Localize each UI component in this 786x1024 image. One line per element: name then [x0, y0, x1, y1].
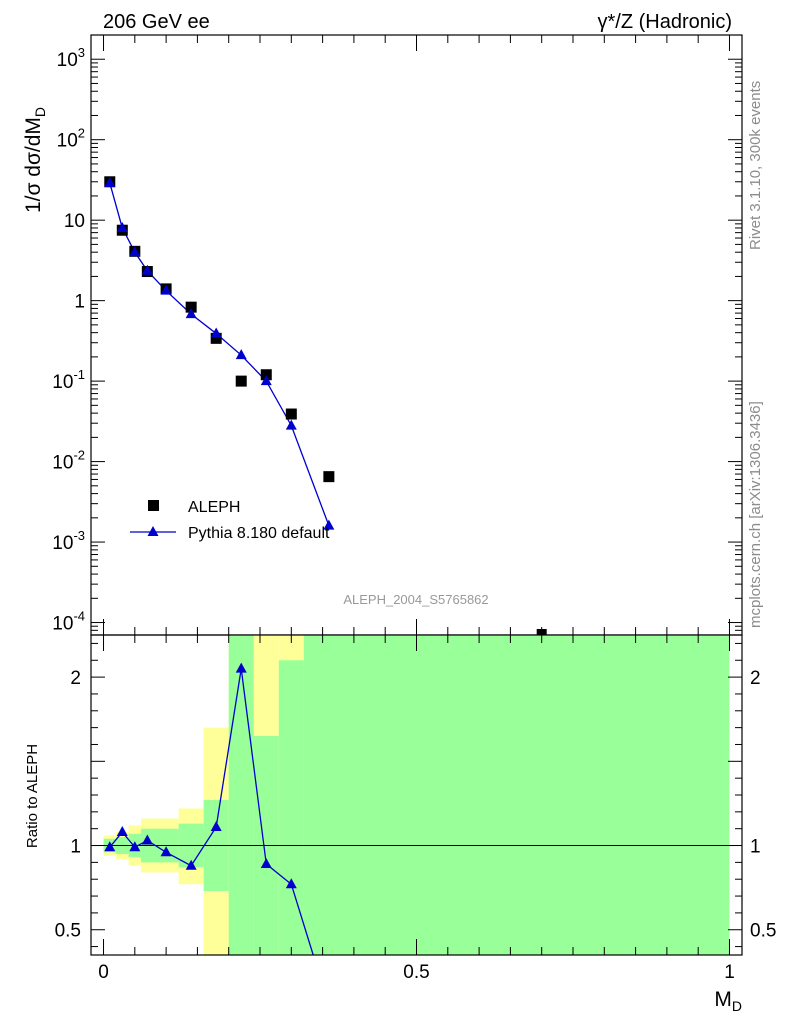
main-y-tick-label: 10-4: [52, 609, 85, 635]
main-y-tick-label: 10-2: [52, 448, 85, 474]
pythia-line: [109, 182, 330, 526]
ratio-y-tick-label: 2: [70, 668, 81, 689]
ratio-point: [141, 834, 153, 845]
aleph-point: [210, 332, 222, 344]
main-y-title: 1/σ dσ/dMD: [22, 107, 48, 213]
main-y-tick-label: 102: [57, 126, 85, 152]
ratio-point: [129, 841, 141, 852]
ratio-point: [185, 859, 197, 870]
ratio-y-tick-label-right: 1: [750, 837, 761, 858]
legend-pythia-label: Pythia 8.180 default: [188, 525, 330, 542]
ratio-y-tick-label: 1: [70, 837, 81, 858]
ratio-bands: [91, 635, 742, 955]
header-right: γ*/Z (Hadronic): [598, 11, 732, 33]
main-y-tick-label: 10: [64, 211, 85, 232]
ratio-y-tick-label-right: 2: [750, 668, 761, 689]
pythia-point: [210, 327, 222, 338]
x-tick-label: 1: [724, 962, 735, 983]
legend-pythia-marker: [147, 526, 159, 536]
legend: ALEPH Pythia 8.180 default: [130, 499, 330, 542]
ratio-point: [116, 826, 128, 837]
ratio-y-tick-label: 0.5: [55, 921, 81, 942]
ratio-point: [285, 878, 297, 889]
x-tick-label: 0.5: [403, 962, 429, 983]
green-band: [278, 660, 304, 955]
pythia-point: [185, 308, 197, 319]
pythia-point: [141, 264, 153, 275]
pythia-point: [160, 284, 172, 295]
pythia-point: [323, 519, 335, 530]
green-band: [228, 635, 254, 955]
pythia-point: [116, 221, 128, 232]
aleph-point: [536, 629, 547, 635]
pythia-point: [285, 419, 297, 430]
x-axis-title: MD: [714, 988, 742, 1014]
mcplots-text: mcplots.cern.ch [arXiv:1306.3436]: [747, 401, 764, 628]
ratio-point: [260, 858, 272, 869]
ratio-y-title: Ratio to ALEPH: [24, 744, 41, 848]
rivet-text: Rivet 3.1.10, 300k events: [747, 81, 764, 250]
ratio-series: [104, 662, 314, 956]
pythia-point: [104, 176, 116, 187]
aleph-point: [323, 471, 335, 483]
aleph-point: [260, 369, 272, 381]
aleph-point: [185, 301, 197, 313]
main-y-tick-label: 103: [57, 45, 85, 71]
ratio-point: [210, 821, 222, 831]
analysis-label: ALEPH_2004_S5765862: [343, 592, 488, 607]
header-left: 206 GeV ee: [103, 11, 210, 33]
pythia-point: [235, 349, 247, 360]
aleph-point: [285, 408, 297, 420]
legend-aleph-label: ALEPH: [188, 499, 240, 516]
main-series: [104, 176, 547, 635]
x-tick-label: 0: [98, 962, 109, 983]
green-band: [303, 635, 730, 955]
pythia-point: [129, 246, 141, 257]
pythia-point: [260, 375, 272, 386]
ratio-point: [104, 841, 116, 852]
ratio-point: [235, 662, 247, 673]
aleph-point: [235, 375, 247, 387]
ratio-y-tick-label-right: 0.5: [750, 921, 776, 942]
main-frame: [90, 34, 743, 636]
ratio-axes: 0.5 0.5 1 1 2 2 0 0.5 1: [55, 635, 776, 983]
main-y-tick-label: 10-1: [52, 367, 85, 393]
legend-aleph-marker: [148, 500, 159, 511]
ratio-point: [160, 846, 172, 857]
main-y-tick-label: 10-3: [52, 528, 85, 554]
main-y-tick-label: 1: [74, 292, 85, 313]
